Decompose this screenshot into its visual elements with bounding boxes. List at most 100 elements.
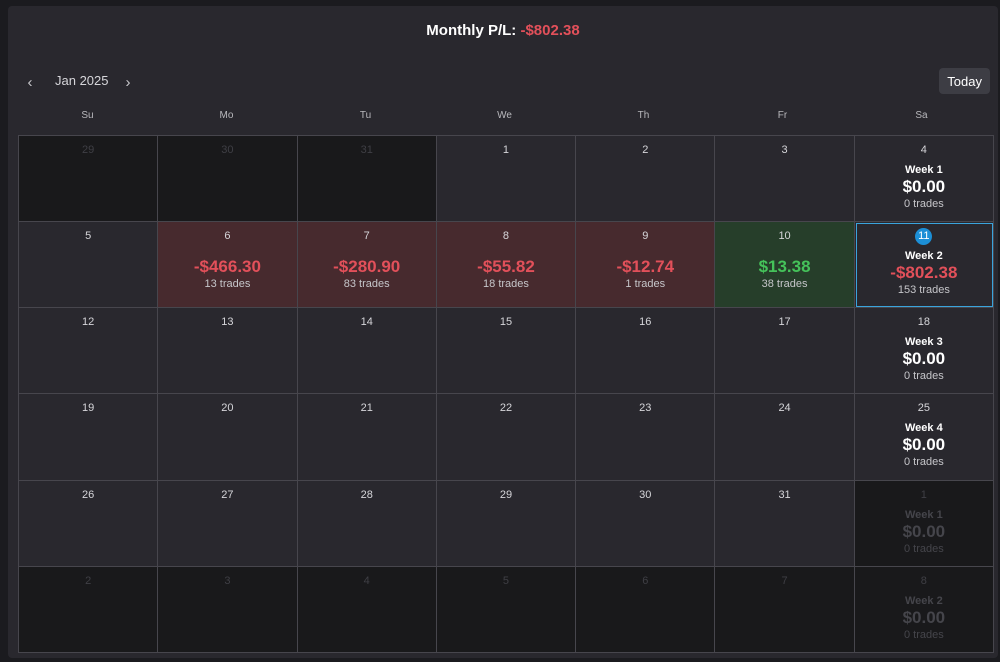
weekday-label: Mo xyxy=(219,110,234,121)
calendar-day-cell[interactable]: 28 xyxy=(297,480,437,567)
day-number: 1 xyxy=(502,144,510,156)
week-label: Week 2 xyxy=(904,594,943,607)
day-pl-value: -$280.90 xyxy=(333,257,401,277)
weekday-header-row: Su Mo Tu We Th Fr Sa xyxy=(18,110,991,130)
day-trade-count: 18 trades xyxy=(483,278,529,291)
day-number: 7 xyxy=(363,230,370,243)
day-number: 2 xyxy=(642,144,649,156)
week-trade-count: 0 trades xyxy=(903,456,944,469)
calendar-day-cell[interactable]: 23 xyxy=(576,394,716,481)
day-number: 4 xyxy=(920,144,927,156)
calendar-day-cell[interactable]: 4 xyxy=(297,566,437,653)
day-number: 31 xyxy=(778,488,791,501)
day-number: 19 xyxy=(82,402,95,415)
calendar-day-cell[interactable]: 13 xyxy=(158,308,298,395)
calendar-day-cell[interactable]: 5 xyxy=(436,566,577,653)
today-button[interactable]: Today xyxy=(939,68,990,94)
day-trade-count: 83 trades xyxy=(343,278,390,291)
calendar-day-cell[interactable]: 31 xyxy=(715,480,855,567)
monthly-pl-value: -$802.38 xyxy=(520,22,580,39)
prev-month-button[interactable]: ‹ xyxy=(20,72,40,92)
day-number: 3 xyxy=(224,574,231,587)
week-trade-count: 0 trades xyxy=(903,370,944,383)
week-label: Week 1 xyxy=(904,508,943,521)
today-day-badge: 11 xyxy=(915,228,933,246)
day-number: 14 xyxy=(360,316,373,329)
day-number: 6 xyxy=(224,230,231,243)
calendar-day-cell[interactable]: 27 xyxy=(158,480,298,567)
next-month-button[interactable]: › xyxy=(118,72,138,92)
day-number: 3 xyxy=(781,144,788,156)
calendar-day-cell[interactable]: 9 -$12.74 1 trades xyxy=(576,222,716,309)
calendar-day-cell[interactable]: 3 xyxy=(158,566,298,653)
calendar-day-cell[interactable]: 3 xyxy=(715,136,855,223)
day-number: 10 xyxy=(778,230,791,243)
day-number: 2 xyxy=(85,574,92,587)
week-summary-cell[interactable]: 11 Week 2 -$802.38 153 trades xyxy=(854,222,994,309)
chevron-right-icon: › xyxy=(125,73,131,91)
calendar-day-cell[interactable]: 20 xyxy=(158,394,298,481)
calendar-day-cell[interactable]: 7 -$280.90 83 trades xyxy=(297,222,437,309)
calendar-day-cell[interactable]: 2 xyxy=(19,566,159,653)
week-summary-cell[interactable]: 8 Week 2 $0.00 0 trades xyxy=(854,566,994,653)
weekday-label: Sa xyxy=(915,110,928,121)
day-number: 29 xyxy=(82,144,95,156)
day-trade-count: 38 trades xyxy=(761,278,808,291)
day-number: 7 xyxy=(781,574,788,587)
week-summary-cell[interactable]: 4 Week 1 $0.00 0 trades xyxy=(854,136,994,223)
day-number: 25 xyxy=(917,402,930,415)
week-trade-count: 0 trades xyxy=(903,542,944,555)
calendar-day-cell[interactable]: 7 xyxy=(715,566,855,653)
week-pl-value: $0.00 xyxy=(902,349,946,369)
day-number: 5 xyxy=(502,574,510,587)
calendar-day-cell[interactable]: 22 xyxy=(436,394,577,481)
day-number: 5 xyxy=(85,230,92,243)
calendar-day-cell[interactable]: 30 xyxy=(158,136,298,223)
calendar-day-cell[interactable]: 29 xyxy=(436,480,577,567)
week-pl-value: $0.00 xyxy=(902,607,946,627)
calendar-day-cell[interactable]: 26 xyxy=(19,480,159,567)
week-summary-cell[interactable]: 25 Week 4 $0.00 0 trades xyxy=(854,394,994,481)
day-number: 23 xyxy=(639,402,652,415)
calendar-day-cell[interactable]: 29 xyxy=(19,136,159,223)
weekday-label: Su xyxy=(81,110,94,121)
calendar-day-cell[interactable]: 6 xyxy=(576,566,716,653)
calendar-day-cell[interactable]: 21 xyxy=(297,394,437,481)
calendar-day-cell[interactable]: 31 xyxy=(297,136,437,223)
weekday-label: We xyxy=(497,110,512,121)
calendar-day-cell[interactable]: 14 xyxy=(297,308,437,395)
week-pl-value: -$802.38 xyxy=(890,263,958,283)
calendar-day-cell[interactable]: 24 xyxy=(715,394,855,481)
day-pl-value: -$466.30 xyxy=(193,257,261,277)
day-number: 17 xyxy=(778,316,791,329)
calendar-day-cell[interactable]: 10 $13.38 38 trades xyxy=(715,222,855,309)
calendar-day-cell[interactable]: 19 xyxy=(19,394,159,481)
day-pl-value: -$55.82 xyxy=(477,257,535,277)
day-number: 30 xyxy=(639,488,652,501)
calendar-day-cell[interactable]: 2 xyxy=(576,136,716,223)
monthly-pl-title: Monthly P/L: xyxy=(426,22,517,39)
day-number: 29 xyxy=(499,488,513,501)
day-number: 21 xyxy=(360,402,373,415)
calendar-day-cell[interactable]: 6 -$466.30 13 trades xyxy=(158,222,298,309)
calendar-day-cell[interactable]: 1 xyxy=(436,136,577,223)
day-trade-count: 1 trades xyxy=(625,278,666,291)
calendar-day-cell[interactable]: 30 xyxy=(576,480,716,567)
pnl-calendar-panel: Monthly P/L: -$802.38 ‹ Jan 2025 › Today… xyxy=(8,6,998,658)
calendar-day-cell[interactable]: 5 xyxy=(19,222,159,309)
day-number: 8 xyxy=(920,574,927,587)
week-trade-count: 0 trades xyxy=(903,628,944,641)
week-summary-cell[interactable]: 18 Week 3 $0.00 0 trades xyxy=(854,308,994,395)
day-number: 6 xyxy=(642,574,649,587)
calendar-day-cell[interactable]: 8 -$55.82 18 trades xyxy=(436,222,577,309)
week-summary-cell[interactable]: 1 Week 1 $0.00 0 trades xyxy=(854,480,994,567)
day-number: 4 xyxy=(363,574,370,587)
calendar-day-cell[interactable]: 12 xyxy=(19,308,159,395)
week-label: Week 3 xyxy=(904,336,943,349)
day-number: 1 xyxy=(920,488,927,501)
calendar-day-cell[interactable]: 15 xyxy=(436,308,577,395)
week-pl-value: $0.00 xyxy=(902,521,946,541)
calendar-day-cell[interactable]: 16 xyxy=(576,308,716,395)
day-number: 18 xyxy=(917,316,930,329)
calendar-day-cell[interactable]: 17 xyxy=(715,308,855,395)
